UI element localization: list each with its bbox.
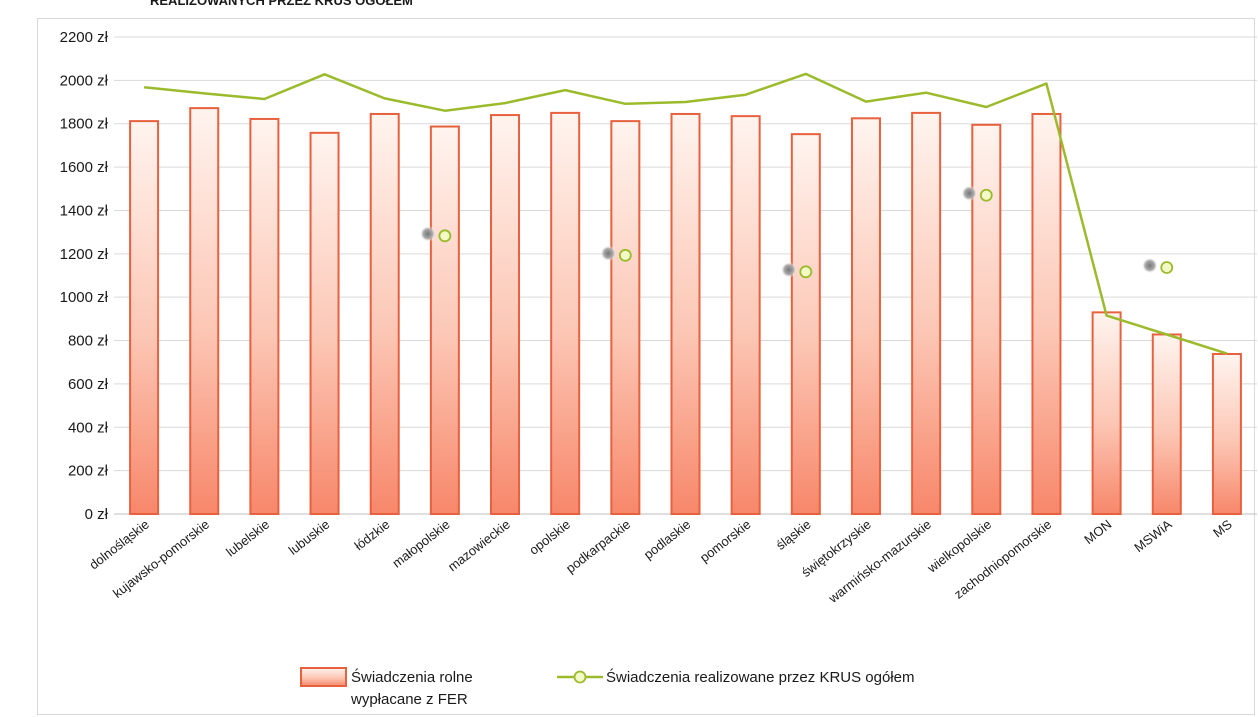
bar bbox=[309, 131, 340, 515]
x-tick-label: zachodniopomorskie bbox=[951, 517, 1054, 602]
bar bbox=[249, 117, 280, 515]
bar bbox=[850, 117, 881, 515]
y-axis-ticks: 0 zł 200 zł 400 zł 600 zł 800 zł 1000 zł 1200 … bbox=[60, 29, 109, 523]
x-tick-label: łódzkie bbox=[351, 517, 392, 554]
x-tick-label: MS bbox=[1210, 516, 1235, 540]
marker-point bbox=[618, 248, 632, 262]
y-tick-label: 600 zł bbox=[68, 376, 109, 393]
legend-bar-label-line: Świadczenia rolne bbox=[351, 668, 473, 686]
marker-point bbox=[1160, 261, 1174, 274]
bar bbox=[790, 133, 821, 515]
x-tick-label: śląskie bbox=[773, 517, 814, 553]
marker-point bbox=[799, 265, 813, 279]
bar bbox=[730, 115, 761, 515]
y-tick-label: 400 zł bbox=[68, 419, 109, 436]
legend-line-marker bbox=[573, 670, 587, 684]
bar bbox=[550, 111, 581, 516]
y-tick-label: 1000 zł bbox=[60, 289, 109, 306]
y-tick-label: 0 zł bbox=[85, 506, 109, 523]
x-tick-label: warmińsko-mazurskie bbox=[825, 517, 934, 607]
y-tick-label: 200 zł bbox=[68, 463, 109, 480]
legend-bar-label-line: wypłacane z FER bbox=[350, 691, 468, 708]
bar bbox=[369, 112, 400, 515]
bar bbox=[490, 114, 521, 516]
x-tick-label: mazowieckie bbox=[445, 517, 513, 575]
bar-series bbox=[129, 107, 1242, 516]
x-tick-label: pomorskie bbox=[697, 517, 753, 566]
y-tick-label: 1200 zł bbox=[60, 246, 109, 263]
legend-line-label: Świadczenia realizowane przez KRUS ogółe… bbox=[606, 668, 914, 686]
marker-shadow bbox=[600, 245, 617, 262]
marker-shadow bbox=[419, 225, 436, 242]
legend: Świadczenia rolne wypłacane z FERŚwiadcze… bbox=[300, 667, 914, 708]
bar bbox=[1151, 333, 1182, 515]
bar bbox=[429, 125, 460, 516]
x-tick-label: małopolskie bbox=[389, 517, 452, 571]
bar bbox=[610, 120, 641, 515]
bar bbox=[971, 123, 1002, 515]
line-series bbox=[143, 72, 1228, 355]
marker-shadow bbox=[961, 185, 978, 202]
bar bbox=[1211, 352, 1242, 516]
x-tick-label: MON bbox=[1081, 517, 1114, 548]
bar bbox=[189, 107, 220, 515]
y-tick-label: 2200 zł bbox=[60, 29, 109, 46]
x-tick-label: podlaskie bbox=[641, 517, 694, 563]
x-tick-label: MSWiA bbox=[1131, 516, 1175, 555]
legend-bar-label: Świadczenia rolne wypłacane z FER bbox=[350, 668, 473, 708]
bar bbox=[1031, 112, 1062, 515]
bar bbox=[911, 111, 942, 516]
x-tick-label: podkarpackie bbox=[563, 517, 633, 576]
y-tick-label: 1600 zł bbox=[60, 159, 109, 176]
x-tick-label: lubelskie bbox=[223, 517, 272, 560]
series-line bbox=[143, 72, 1228, 355]
y-tick-label: 1800 zł bbox=[60, 116, 109, 133]
x-tick-label: lubuskie bbox=[286, 517, 333, 558]
marker-point bbox=[979, 188, 993, 202]
bar bbox=[129, 120, 160, 515]
marker-shadow bbox=[1141, 257, 1158, 274]
y-tick-label: 1400 zł bbox=[60, 202, 109, 219]
y-tick-label: 800 zł bbox=[68, 333, 109, 350]
bar bbox=[1091, 311, 1122, 516]
marker-shadow bbox=[780, 261, 797, 278]
bar bbox=[670, 112, 701, 515]
legend-bar-swatch bbox=[300, 667, 347, 687]
x-tick-label: opolskie bbox=[526, 517, 573, 558]
y-tick-label: 2000 zł bbox=[60, 72, 109, 89]
marker-point bbox=[438, 229, 452, 243]
marker-points bbox=[419, 185, 1174, 279]
chart-title: REALIZOWANYCH PRZEZ KRUS OGÓŁEM bbox=[150, 0, 413, 8]
